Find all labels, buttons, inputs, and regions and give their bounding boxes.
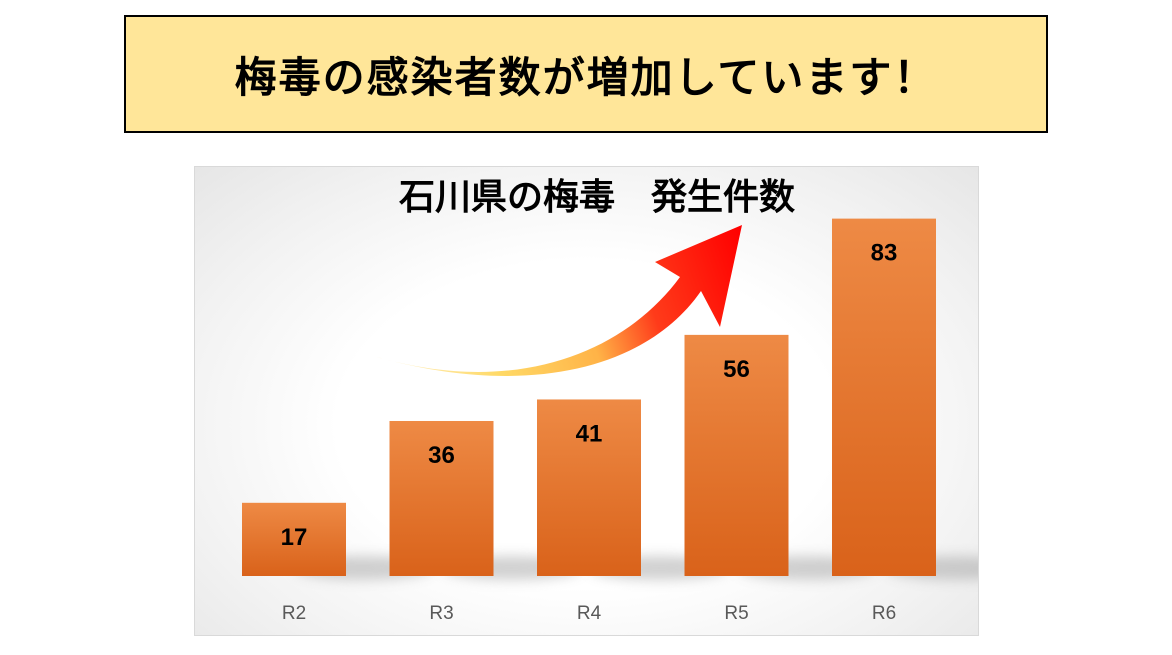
- data-label-r2: 17: [281, 524, 308, 551]
- trend-arrow: [370, 225, 742, 376]
- data-label-r3: 36: [428, 442, 455, 469]
- data-label-r4: 41: [576, 420, 603, 447]
- headline-text: 梅毒の感染者数が増加しています！: [234, 52, 938, 102]
- bar-r6: [832, 218, 936, 576]
- data-label-r6: 83: [871, 240, 898, 267]
- x-tick-r3: R3: [429, 603, 453, 624]
- x-tick-r5: R5: [724, 603, 748, 624]
- x-tick-r6: R6: [872, 603, 896, 624]
- chart-title: 石川県の梅毒 発生件数: [399, 177, 795, 218]
- x-tick-r4: R4: [577, 603, 602, 624]
- headline-banner: 梅毒の感染者数が増加しています！: [124, 15, 1048, 133]
- bar-r4: [537, 399, 641, 576]
- chart-container: 石川県の梅毒 発生件数 17 R2 36 R3 41 R4 56 R5 83 R6: [194, 166, 979, 636]
- x-tick-r2: R2: [282, 603, 306, 624]
- data-label-r5: 56: [723, 356, 750, 383]
- bar-r2: [242, 502, 346, 576]
- bar-chart: 石川県の梅毒 発生件数 17 R2 36 R3 41 R4 56 R5 83 R6: [242, 177, 978, 624]
- bar-r3: [389, 420, 494, 576]
- bar-r5: [684, 334, 789, 576]
